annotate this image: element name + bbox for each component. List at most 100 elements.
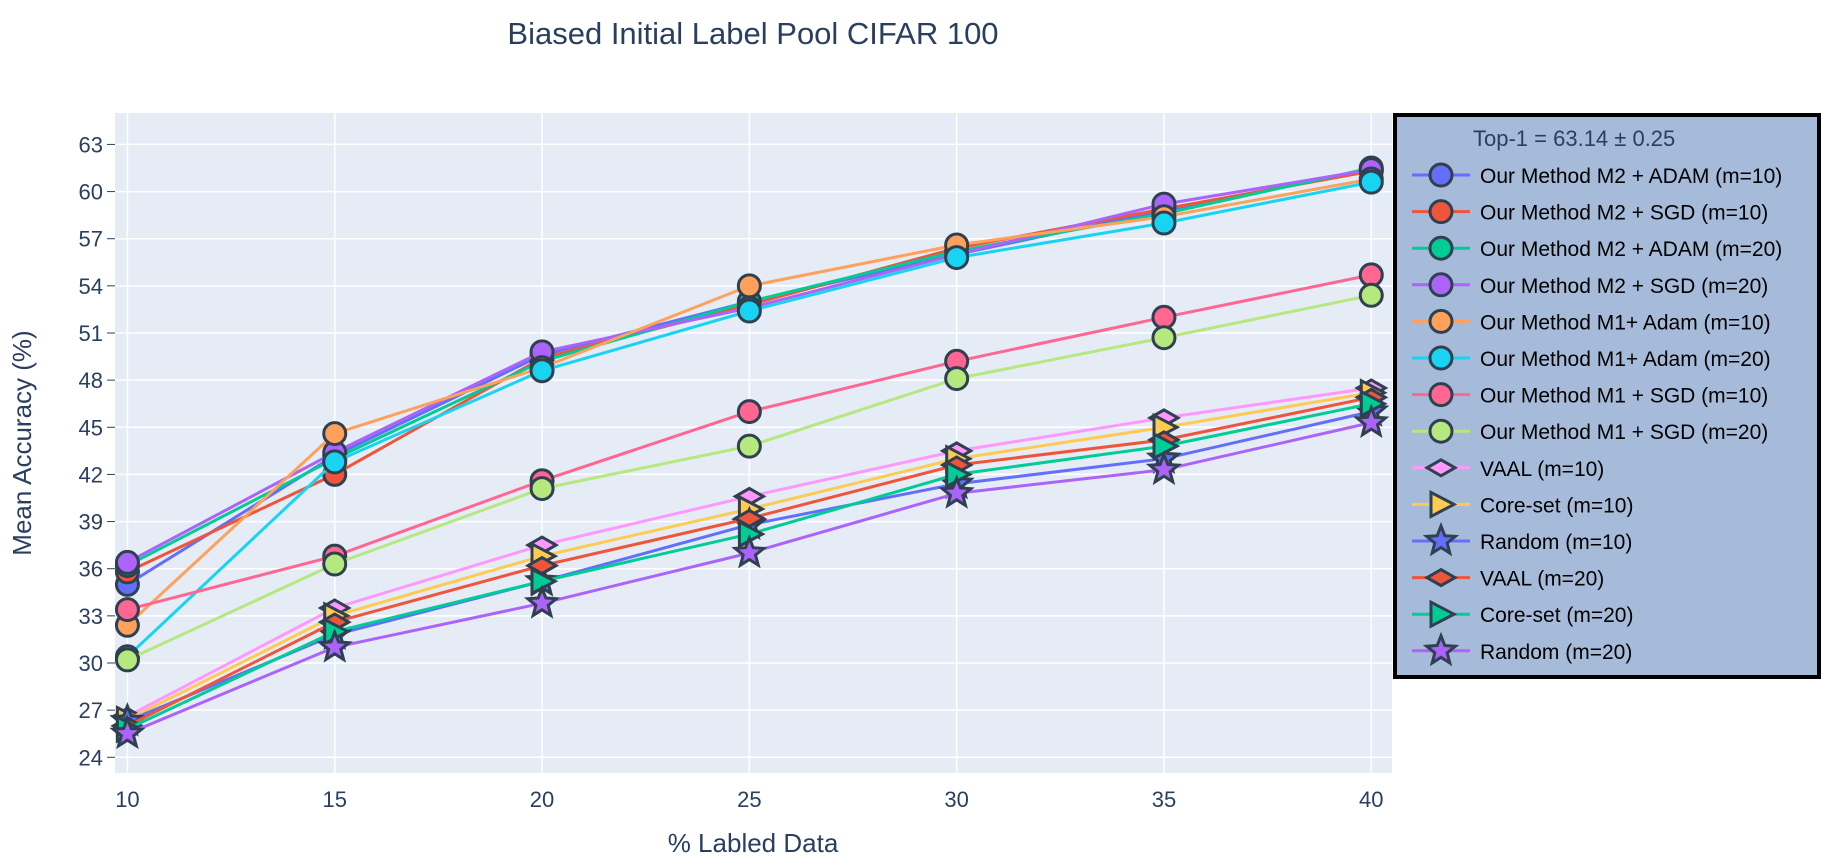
data-point — [114, 597, 140, 623]
legend-item: Our Method M1+ Adam (m=20) — [1412, 345, 1771, 371]
data-point — [316, 628, 353, 663]
y-tick-label: 57 — [79, 227, 103, 252]
y-tick-label: 30 — [79, 651, 103, 676]
legend-marker — [1428, 235, 1454, 261]
legend-marker — [1423, 567, 1459, 588]
legend-marker — [1429, 489, 1458, 519]
legend-label: Random (m=20) — [1480, 641, 1632, 664]
legend-item: VAAL (m=10) — [1412, 458, 1604, 481]
legend-marker — [1428, 199, 1454, 225]
legend-item: Our Method M1 + SGD (m=10) — [1412, 382, 1768, 408]
y-tick-label: 45 — [79, 415, 103, 440]
data-point — [731, 533, 768, 569]
data-point — [1152, 431, 1181, 461]
legend-item: Our Method M2 + SGD (m=10) — [1412, 199, 1768, 225]
y-tick-label: 42 — [79, 462, 103, 487]
legend-label: Our Method M2 + ADAM (m=10) — [1480, 165, 1782, 188]
legend-item: Our Method M2 + ADAM (m=10) — [1412, 162, 1782, 188]
data-point — [736, 433, 762, 459]
x-tick-label: 20 — [530, 787, 554, 812]
series-13 — [109, 403, 1390, 750]
y-tick-label: 48 — [79, 368, 103, 393]
legend-marker — [1423, 458, 1459, 478]
x-tick-label: 15 — [323, 787, 347, 812]
data-point — [944, 245, 970, 271]
data-point — [1353, 403, 1390, 439]
legend-label: Our Method M2 + SGD (m=20) — [1480, 275, 1768, 298]
data-point — [944, 366, 970, 392]
data-point — [736, 399, 762, 425]
data-point — [530, 566, 559, 596]
legend-label: Our Method M2 + ADAM (m=20) — [1480, 238, 1782, 261]
legend-item: Core-set (m=20) — [1412, 599, 1633, 629]
legend-label: Our Method M1 + SGD (m=20) — [1480, 421, 1768, 444]
x-tick-label: 25 — [737, 787, 761, 812]
x-tick-label: 40 — [1359, 787, 1383, 812]
data-point — [114, 647, 140, 673]
legend-label: Core-set (m=20) — [1480, 604, 1633, 627]
legend-marker — [1428, 418, 1454, 444]
data-point — [938, 474, 975, 509]
legend-item: Our Method M2 + ADAM (m=20) — [1412, 235, 1782, 261]
axis-ticks: 24 27 30 33 36 39 42 45 48 51 54 57 60 63 10 15 20 25 30 35… — [79, 132, 1384, 812]
legend-marker — [1428, 272, 1454, 298]
series-layer — [109, 155, 1390, 750]
legend-label: Core-set (m=10) — [1480, 494, 1633, 517]
legend-item: VAAL (m=20) — [1412, 568, 1604, 591]
data-point — [1151, 304, 1177, 330]
data-point — [1145, 450, 1183, 486]
legend: Top-1 = 63.14 ± 0.25 Our Method M2 + ADA… — [1393, 113, 1821, 679]
y-tick-label: 63 — [79, 132, 103, 157]
y-tick-label: 54 — [79, 274, 103, 299]
y-axis-title: Mean Accuracy (%) — [7, 330, 37, 555]
data-point — [322, 551, 348, 577]
legend-label: Our Method M2 + SGD (m=10) — [1480, 202, 1768, 225]
legend-item: Core-set (m=10) — [1412, 489, 1633, 519]
data-point — [529, 476, 555, 502]
legend-marker — [1422, 631, 1460, 667]
legend-item: Random (m=10) — [1412, 521, 1632, 557]
data-point — [529, 358, 555, 384]
legend-item: Random (m=20) — [1412, 631, 1632, 667]
series-7 — [114, 282, 1384, 673]
legend-item: Our Method M2 + SGD (m=20) — [1412, 272, 1768, 298]
x-tick-label: 10 — [115, 787, 139, 812]
legend-marker — [1428, 345, 1454, 371]
x-tick-label: 30 — [944, 787, 968, 812]
data-point — [1358, 282, 1384, 308]
data-point — [523, 584, 561, 619]
legend-label: Our Method M1+ Adam (m=10) — [1480, 311, 1771, 334]
data-point — [1151, 325, 1177, 351]
legend-label: VAAL (m=10) — [1480, 458, 1604, 481]
legend-item: Our Method M1 + SGD (m=20) — [1412, 418, 1768, 444]
legend-marker — [1428, 382, 1454, 408]
legend-items: Our Method M2 + ADAM (m=10) Our Method M2… — [1412, 162, 1782, 667]
legend-item: Our Method M1+ Adam (m=10) — [1412, 308, 1771, 334]
legend-marker — [1428, 308, 1454, 334]
data-point — [322, 421, 348, 447]
legend-marker — [1422, 521, 1460, 557]
y-tick-label: 39 — [79, 510, 103, 535]
y-tick-label: 33 — [79, 604, 103, 629]
y-tick-label: 60 — [79, 180, 103, 205]
data-point — [1358, 169, 1384, 195]
legend-label: Random (m=10) — [1480, 531, 1632, 554]
data-point — [1358, 262, 1384, 288]
x-axis-title: % Labled Data — [668, 828, 839, 858]
x-tick-label: 35 — [1152, 787, 1176, 812]
data-point — [1151, 210, 1177, 236]
legend-title: Top-1 = 63.14 ± 0.25 — [1473, 126, 1675, 151]
data-point — [736, 273, 762, 299]
legend-label: Our Method M1 + SGD (m=10) — [1480, 385, 1768, 408]
y-tick-label: 51 — [79, 321, 103, 346]
data-point — [736, 298, 762, 324]
data-point — [322, 449, 348, 475]
y-tick-label: 36 — [79, 557, 103, 582]
legend-label: Our Method M1+ Adam (m=20) — [1480, 348, 1771, 371]
chart-title: Biased Initial Label Pool CIFAR 100 — [507, 16, 998, 51]
data-point — [109, 714, 146, 750]
y-tick-label: 27 — [79, 698, 103, 723]
legend-marker — [1428, 162, 1454, 188]
data-point — [114, 549, 140, 575]
